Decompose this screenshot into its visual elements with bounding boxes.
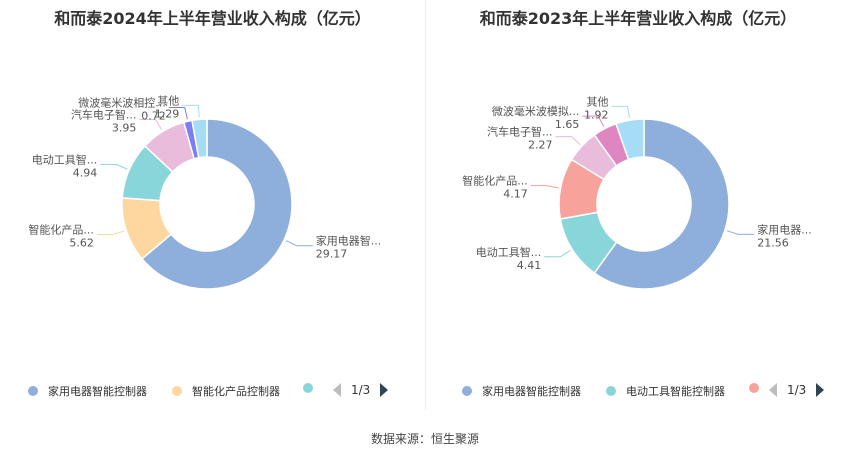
slice-value: 4.41 <box>517 259 542 272</box>
slice-label: 其他 <box>157 94 179 107</box>
slice-value: 3.95 <box>112 121 137 134</box>
legend: 家用电器智能控制器 电动工具智能控制器 1/3 <box>426 383 850 403</box>
slice-value: 4.94 <box>73 166 98 179</box>
legend-swatch <box>606 386 616 396</box>
slice-value: 4.17 <box>503 188 528 201</box>
donut-slice[interactable] <box>140 118 293 290</box>
slice-label: 汽车电子智... <box>487 125 553 139</box>
prev-page-icon[interactable] <box>769 383 777 397</box>
pager-text: 1/3 <box>787 383 807 397</box>
leader-line <box>168 107 188 120</box>
slice-label: 微波毫米波模拟... <box>492 104 580 118</box>
leader-line <box>100 163 128 170</box>
slice-value: 0.72 <box>141 110 166 123</box>
data-source: 数据来源：恒生聚源 <box>370 432 479 446</box>
slice-label: 微波毫米波相控... <box>78 96 166 110</box>
legend-pager: 1/3 <box>333 383 389 397</box>
slice-label: 电动工具智... <box>476 245 542 259</box>
legend-item[interactable] <box>749 383 769 393</box>
legend-item[interactable]: 家用电器智能控制器 <box>462 383 581 399</box>
slice-label: 智能化产品... <box>462 174 528 188</box>
legend-label: 电动工具智能控制器 <box>626 385 725 398</box>
leader-line <box>726 230 755 235</box>
leader-line <box>96 230 125 236</box>
slice-label: 智能化产品... <box>28 223 94 237</box>
leader-line <box>139 118 163 131</box>
chart-title: 和而泰2024年上半年营业收入构成（亿元） <box>54 9 371 28</box>
slice-label: 汽车电子智... <box>71 107 137 121</box>
donut-slice[interactable] <box>191 118 208 159</box>
legend-item[interactable]: 电动工具智能控制器 <box>606 383 725 399</box>
leader-line <box>182 104 200 118</box>
slice-value: 29.17 <box>316 248 348 261</box>
panel-divider <box>425 0 426 410</box>
legend-label: 智能化产品控制器 <box>192 385 280 398</box>
legend-label: 家用电器智能控制器 <box>482 385 581 398</box>
legend-item[interactable]: 家用电器智能控制器 <box>28 383 147 399</box>
leader-line <box>530 185 559 189</box>
donut-slice[interactable] <box>593 118 730 290</box>
leader-line <box>555 136 581 146</box>
donut-chart-2024: 家用电器智...29.17 智能化产品...5.62 电动工具智...4.94 汽车电… <box>28 94 382 290</box>
slice-label: 电动工具智... <box>32 152 98 166</box>
slice-value: 21.56 <box>757 236 789 249</box>
leader-line <box>582 115 605 128</box>
slice-value: 1.65 <box>555 118 580 131</box>
pager-text: 1/3 <box>351 383 371 397</box>
next-page-icon[interactable] <box>380 383 389 397</box>
slice-value: 2.27 <box>528 139 553 152</box>
chart-title: 和而泰2023年上半年营业收入构成（亿元） <box>479 9 797 28</box>
legend-swatch <box>172 386 182 396</box>
legend-swatch <box>462 386 472 396</box>
donut-chart-2023: 家用电器...21.56 电动工具智...4.41 智能化产品...4.17 汽车电子… <box>462 95 812 290</box>
slice-label: 家用电器... <box>757 222 812 236</box>
slice-label: 家用电器智... <box>316 234 382 248</box>
prev-page-icon[interactable] <box>333 383 341 397</box>
legend-swatch <box>28 386 38 396</box>
legend: 家用电器智能控制器 智能化产品控制器 1/3 <box>0 383 425 403</box>
slice-value: 5.62 <box>69 237 94 250</box>
slice-label: 其他 <box>586 95 608 108</box>
slice-value: 1.92 <box>584 108 609 121</box>
leader-line <box>285 240 313 247</box>
chart-panel-2024: 和而泰2024年上半年营业收入构成（亿元） 家用电器智... 29.17 智能化产品… <box>0 0 425 410</box>
legend-label: 家用电器智能控制器 <box>48 385 147 398</box>
slice-value: 1.29 <box>155 107 180 120</box>
next-page-icon[interactable] <box>816 383 825 397</box>
legend-pager: 1/3 <box>769 383 825 397</box>
leader-line <box>611 105 630 119</box>
legend-swatch <box>749 383 759 393</box>
legend-item[interactable] <box>303 383 323 393</box>
chart-panel-2023: 和而泰2023年上半年营业收入构成（亿元） 家用电器... 21.56 电动工具智.… <box>426 0 850 410</box>
legend-item[interactable]: 智能化产品控制器 <box>172 383 280 399</box>
legend-swatch <box>303 383 313 393</box>
donut-slice[interactable] <box>615 118 645 161</box>
leader-line <box>544 249 571 258</box>
